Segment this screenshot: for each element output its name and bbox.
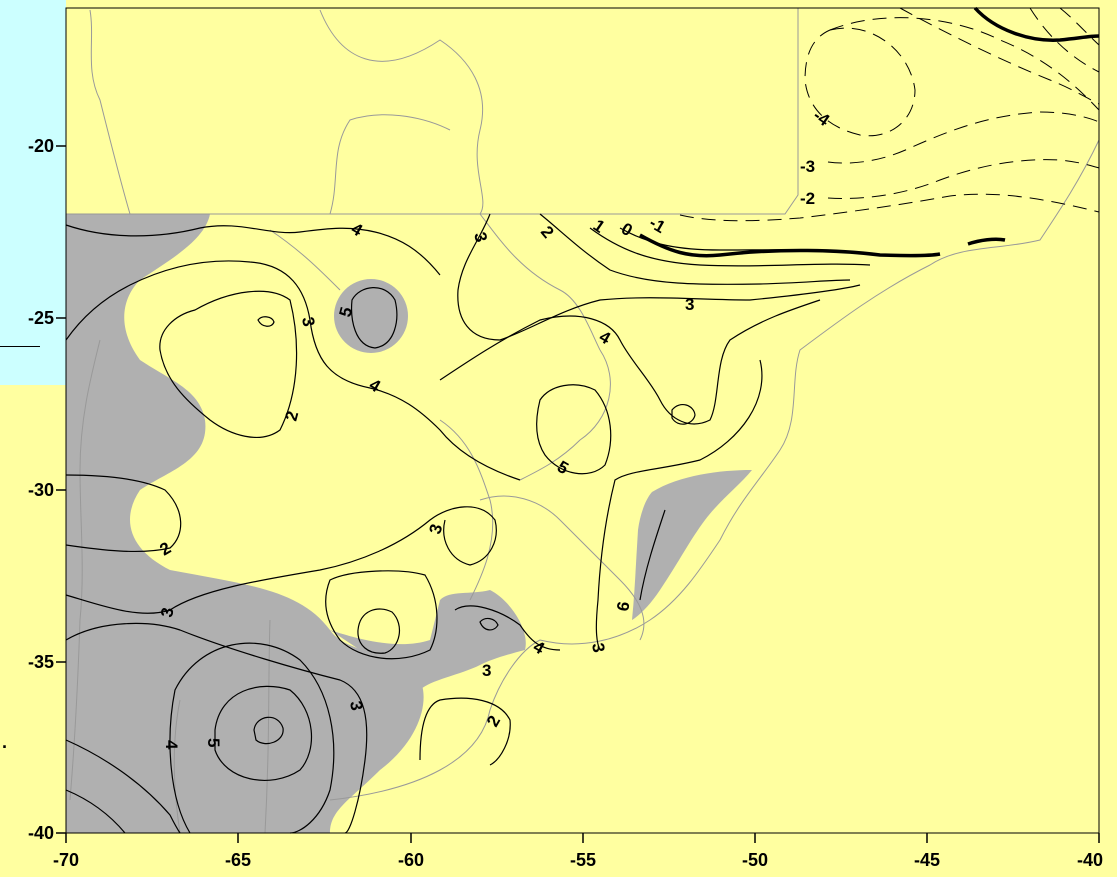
edge-marker: . — [2, 732, 7, 752]
contour-4-south — [454, 605, 561, 651]
x-tick-labels: -70 -65 -60 -55 -50 -45 -40 — [53, 850, 1103, 870]
contour-5-sw-ring — [214, 685, 313, 781]
contour-zero-east — [967, 237, 1006, 246]
y-tick-label: -35 — [28, 652, 54, 672]
contour-small-circle-2 — [671, 403, 696, 425]
contour-neg2 — [827, 159, 1100, 199]
axis-ticks — [56, 145, 1100, 843]
border-province-3 — [269, 229, 341, 291]
contour-small-circle-1 — [257, 316, 275, 327]
contour-neg-north-3 — [1059, 7, 1100, 46]
border-east-coast — [329, 139, 1100, 801]
border-bolivia-east — [319, 9, 484, 215]
shade-east-strip — [632, 470, 752, 620]
contour-neg-north-1 — [829, 17, 1100, 111]
y-tick-labels: -20 -25 -30 -35 -40 — [28, 136, 54, 843]
contour-2-west — [65, 474, 182, 553]
contour-small-south — [479, 617, 499, 631]
contour-3-north — [457, 213, 861, 341]
contour-zero-north — [973, 6, 1100, 42]
x-tick-label: -45 — [914, 850, 940, 870]
contour-small-circle-3 — [357, 608, 401, 654]
contour-label: 3 — [685, 295, 694, 314]
contour-label: 3 — [298, 315, 318, 328]
border-argentina-brazil — [519, 349, 611, 481]
left-panel — [0, 0, 66, 385]
x-tick-label: -60 — [398, 850, 424, 870]
contour-4-east — [439, 299, 821, 425]
contour-label: 3 — [157, 606, 177, 619]
contour-label: 5 — [204, 738, 223, 747]
contour-neg-north-4 — [1029, 7, 1100, 73]
contours-zero — [639, 6, 1100, 258]
contour-label: -3 — [800, 157, 815, 176]
border-province-1 — [264, 619, 271, 834]
contour-5-center — [351, 287, 398, 349]
contour-4-sw-outer — [65, 739, 181, 834]
contour-3-center-loop — [325, 570, 438, 660]
contour-2-ne — [539, 213, 851, 285]
x-tick-label: -40 — [1077, 850, 1103, 870]
border-argentina-chile — [69, 339, 101, 801]
contour-4-north — [65, 224, 441, 276]
x-tick-label: -70 — [53, 850, 79, 870]
contour-5-sw-outer — [65, 789, 126, 834]
contour-5-east — [536, 384, 612, 475]
contour-3-sw-ring — [65, 622, 368, 834]
panel-divider — [0, 346, 40, 347]
x-tick-label: -65 — [225, 850, 251, 870]
contour-1-ne — [589, 227, 871, 267]
contour-3-west-loop — [65, 260, 521, 481]
contour-zero-south — [639, 233, 941, 258]
y-tick-label: -20 — [28, 136, 54, 156]
contour-label: -2 — [800, 189, 815, 208]
contour-label: 6 — [613, 600, 633, 613]
y-tick-label: -25 — [28, 308, 54, 328]
contour-neg1 — [679, 193, 1100, 222]
contour-5-south — [595, 359, 763, 651]
x-tick-label: -50 — [742, 850, 768, 870]
border-province-2 — [173, 699, 181, 834]
contour-3-southwest — [65, 506, 497, 614]
y-tick-label: -30 — [28, 480, 54, 500]
shade-center — [334, 279, 408, 353]
border-bolivia-west — [89, 9, 131, 215]
contour-small-sw — [253, 716, 284, 745]
border-paraguay-north — [329, 114, 451, 215]
contour-neg-north-2 — [899, 7, 1100, 105]
x-tick-label: -55 — [570, 850, 596, 870]
contours-solid — [65, 213, 881, 834]
contour-label: 3 — [346, 699, 366, 712]
border-province-4 — [439, 419, 494, 601]
border-uruguay — [479, 495, 645, 641]
border-paraguay-east — [479, 213, 601, 351]
contour-label: 4 — [162, 740, 181, 750]
contour-4-sw-ring — [169, 642, 335, 834]
contours-negative — [679, 7, 1100, 222]
contour-neg4 — [804, 27, 916, 137]
contour-label: 3 — [482, 661, 491, 680]
y-tick-label: -40 — [28, 823, 54, 843]
contour-6-se — [639, 509, 666, 601]
contour-neg3 — [827, 111, 1100, 164]
shade-southwest — [330, 590, 526, 690]
contour-label: 3 — [588, 641, 608, 654]
contour-2-west-loop — [159, 290, 298, 438]
border-brazil-box — [66, 8, 799, 215]
contour-2-south — [419, 697, 511, 766]
country-borders — [66, 8, 1100, 834]
